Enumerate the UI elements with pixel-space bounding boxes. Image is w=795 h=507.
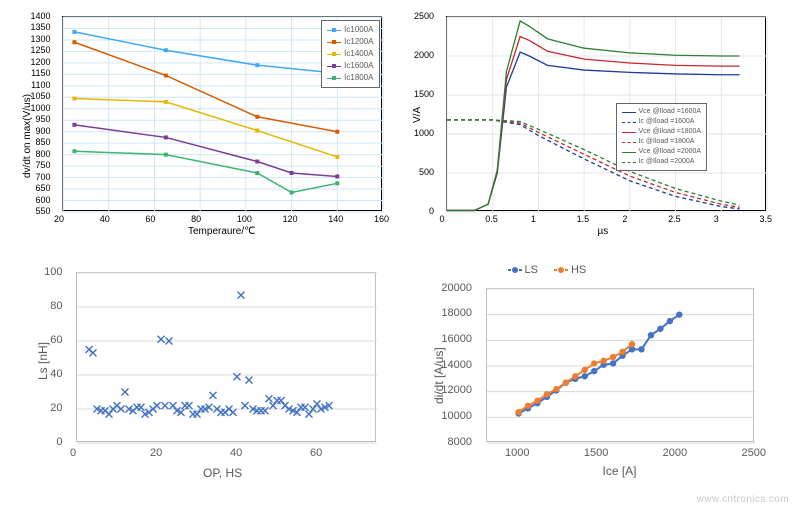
legend: Vce @Iload =1600AIc @Iload =1600AVce @Il… — [616, 103, 708, 171]
xlabel: Ice [A] — [603, 464, 637, 478]
legend-item: Ic1600A — [327, 60, 373, 72]
ylabel: Ls [nH] — [36, 341, 50, 379]
ylabel: V/A — [412, 107, 423, 123]
chart-vce-ic-transient: 05001000150020002500 00.511.522.533.5 V/… — [398, 8, 788, 254]
legend: Ic1000AIc1200AIc1400AIc1600AIc1800A — [321, 20, 379, 88]
legend-item: Ic1000A — [327, 24, 373, 36]
legend-item: Ic1400A — [327, 48, 373, 60]
legend-item: Ic @Iload =1800A — [622, 137, 702, 147]
chart-ls-scatter: 020406080100 0204060 Ls [nH] OP, HS — [8, 254, 398, 500]
legend-item: Vce @Iload =1600A — [622, 107, 702, 117]
legend: LS HS — [508, 264, 587, 276]
legend-item: Ic @Iload =2000A — [622, 157, 702, 167]
ylabel: di/dt [A/us] — [432, 347, 446, 404]
legend-item: Vce @Iload =2000A — [622, 147, 702, 157]
xlabel: µs — [598, 226, 609, 237]
legend-item: Vce @Iload =1800A — [622, 127, 702, 137]
chart-dvdt-vs-temperature: 5506006507007508008509009501000105011001… — [8, 8, 398, 254]
legend-item: Ic1200A — [327, 36, 373, 48]
xlabel: OP, HS — [203, 466, 242, 480]
ylabel: dv/dt on max(V/us) — [22, 94, 33, 178]
legend-item: HS — [554, 264, 586, 276]
legend-item: LS — [508, 264, 538, 276]
legend-item: Ic @Iload =1600A — [622, 117, 702, 127]
xlabel: Temperaure/℃ — [188, 226, 255, 237]
watermark: www.cntronics.com — [697, 494, 789, 505]
legend-item: Ic1800A — [327, 72, 373, 84]
chart-didt-vs-ice: LSHS 8000100001200014000160001800020000 … — [398, 254, 788, 500]
